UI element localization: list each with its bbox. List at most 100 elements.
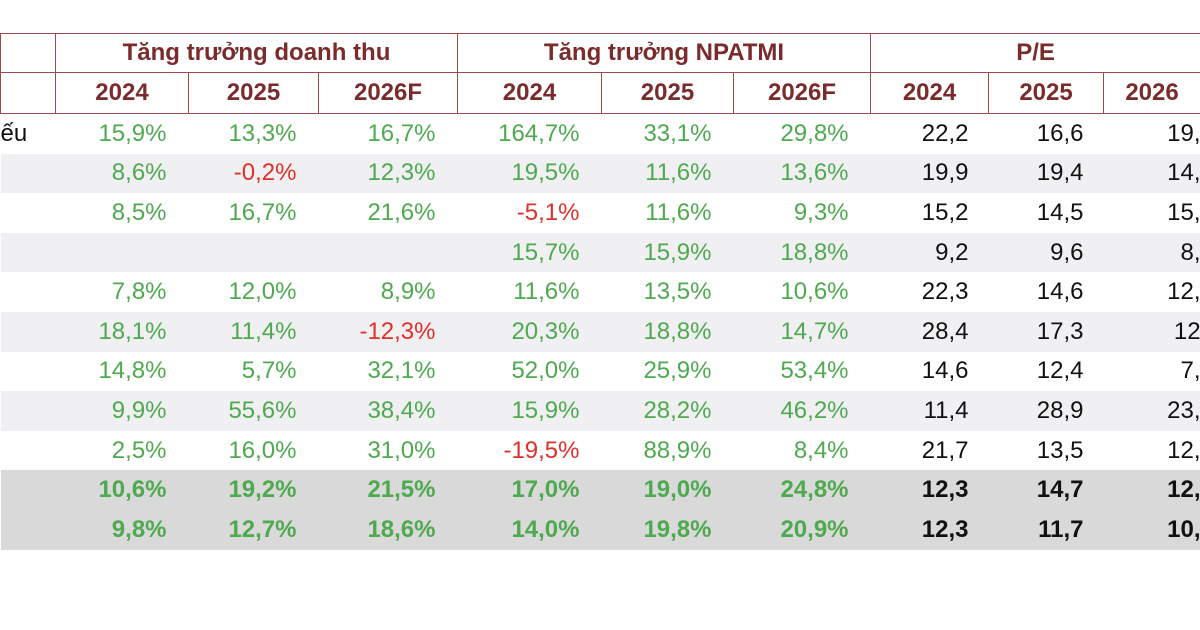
value-cell: 13,6%: [733, 153, 871, 194]
row-label: [0, 232, 56, 273]
row-label: [1, 431, 56, 471]
value-cell: 12,3%: [318, 153, 458, 194]
value-cell: 14,5: [1036, 198, 1084, 226]
growth-table: Tăng trưởng doanh thu Tăng trưởng NPATMI P…: [0, 33, 1200, 550]
data-row: 14,8% 5,7% 32,1% 52,0% 25,9% 53,4% 14,6 12,4 7,: [1, 352, 1200, 392]
value-cell: 20,3%: [457, 311, 602, 352]
year-header: 2026: [1103, 72, 1200, 114]
value-cell: 11,6%: [645, 198, 712, 226]
value-cell: 21,5%: [318, 470, 458, 510]
value-cell: 8,: [1103, 232, 1200, 273]
value-cell: 88,9%: [643, 436, 712, 464]
value-cell: 19,: [1167, 119, 1200, 147]
value-cell: 11,7: [988, 509, 1104, 550]
year-header: 2025: [188, 72, 319, 114]
value-cell: 18,6%: [318, 509, 458, 550]
value-cell: 9,9%: [55, 391, 189, 431]
value-cell: 21,7: [921, 436, 969, 464]
value-cell: 11,6%: [513, 278, 580, 306]
data-row: 2,5% 16,0% 31,0% -19,5% 88,9% 8,4% 21,7 13,5 12,: [1, 431, 1200, 471]
value-cell: 17,0%: [457, 470, 602, 510]
value-cell: 55,6%: [188, 391, 319, 431]
data-row: ếu 15,9% 13,3% 16,7% 164,7% 33,1% 29,8% 22,2 16,…: [1, 114, 1200, 154]
value-cell: 14,6: [921, 357, 969, 385]
value-cell: 22,2: [921, 119, 969, 147]
value-cell: 8,6%: [55, 153, 189, 194]
value-cell: [188, 232, 319, 273]
corner-cell: [0, 72, 56, 114]
value-cell: 7,: [1180, 357, 1200, 385]
value-cell: 31,0%: [367, 436, 436, 464]
value-cell: 13,5: [1036, 436, 1084, 464]
corner-cell: [0, 33, 56, 73]
data-row: 8,6% -0,2% 12,3% 19,5% 11,6% 13,6% 19,9 19,4 14,: [0, 153, 1200, 194]
value-cell: 14,7: [988, 470, 1104, 510]
value-cell: 20,9%: [733, 509, 871, 550]
value-cell: 12: [1103, 311, 1200, 352]
value-cell: 23,: [1103, 391, 1200, 431]
value-cell: 164,7%: [498, 119, 580, 147]
data-row: 15,7% 15,9% 18,8% 9,2 9,6 8,: [0, 232, 1200, 273]
row-label: [1, 193, 56, 233]
value-cell: 28,4: [870, 311, 989, 352]
value-cell: 19,8%: [601, 509, 734, 550]
value-cell: 8,5%: [111, 198, 167, 226]
row-label: [0, 311, 56, 352]
value-cell: 38,4%: [318, 391, 458, 431]
value-cell: 15,7%: [457, 232, 602, 273]
value-cell: 10,6%: [780, 278, 849, 306]
data-row: 8,5% 16,7% 21,6% -5,1% 11,6% 9,3% 15,2 14,5 15,: [1, 193, 1200, 233]
value-cell: [55, 232, 189, 273]
value-cell: 13,5%: [643, 278, 712, 306]
row-label: ếu: [0, 119, 28, 147]
value-cell: 15,9%: [457, 391, 602, 431]
value-cell: 15,: [1167, 198, 1200, 226]
year-header: 2025: [601, 72, 734, 114]
value-cell: 14,: [1103, 153, 1200, 194]
value-cell: 11,4: [870, 391, 989, 431]
value-cell: 24,8%: [733, 470, 871, 510]
value-cell: 16,7%: [228, 198, 297, 226]
value-cell: 19,0%: [601, 470, 734, 510]
row-label: [1, 272, 56, 312]
value-cell: -5,1%: [516, 198, 580, 226]
data-row: 18,1% 11,4% -12,3% 20,3% 18,8% 14,7% 28,4 17,3 1…: [0, 311, 1200, 352]
row-label: [0, 470, 56, 510]
year-header: 2024: [55, 72, 189, 114]
data-row: 7,8% 12,0% 8,9% 11,6% 13,5% 10,6% 22,3 14,6 12,: [1, 272, 1200, 312]
group-header: P/E: [870, 33, 1200, 73]
value-cell: 2,5%: [111, 436, 167, 464]
value-cell: 9,3%: [793, 198, 849, 226]
value-cell: 12,: [1167, 436, 1200, 464]
value-cell: 12,: [1167, 278, 1200, 306]
data-row: 10,6% 19,2% 21,5% 17,0% 19,0% 24,8% 12,3 14,7 12…: [0, 470, 1200, 510]
value-cell: 17,3: [988, 311, 1104, 352]
value-cell: 33,1%: [643, 119, 712, 147]
value-cell: 25,9%: [643, 357, 712, 385]
value-cell: 8,4%: [793, 436, 849, 464]
value-cell: -0,2%: [188, 153, 319, 194]
value-cell: 15,9%: [98, 119, 167, 147]
value-cell: 16,7%: [367, 119, 436, 147]
value-cell: 19,4: [988, 153, 1104, 194]
value-cell: 21,6%: [367, 198, 436, 226]
value-cell: 19,2%: [188, 470, 319, 510]
value-cell: 18,8%: [733, 232, 871, 273]
value-cell: 12,3: [870, 470, 989, 510]
value-cell: -19,5%: [503, 436, 580, 464]
value-cell: 13,3%: [228, 119, 297, 147]
value-cell: 12,3: [870, 509, 989, 550]
header-row: Tăng trưởng doanh thu Tăng trưởng NPATMI P…: [0, 33, 1200, 73]
row-label: [0, 153, 56, 194]
value-cell: 10,: [1103, 509, 1200, 550]
value-cell: 11,4%: [188, 311, 319, 352]
value-cell: 14,6: [1036, 278, 1084, 306]
year-header: 2024: [870, 72, 990, 114]
data-row: 9,9% 55,6% 38,4% 15,9% 28,2% 46,2% 11,4 28,9 23,: [0, 391, 1200, 431]
value-cell: 53,4%: [780, 357, 849, 385]
row-label: [0, 509, 56, 550]
value-cell: 19,9: [870, 153, 989, 194]
value-cell: 12,7%: [188, 509, 319, 550]
value-cell: 29,8%: [780, 119, 849, 147]
